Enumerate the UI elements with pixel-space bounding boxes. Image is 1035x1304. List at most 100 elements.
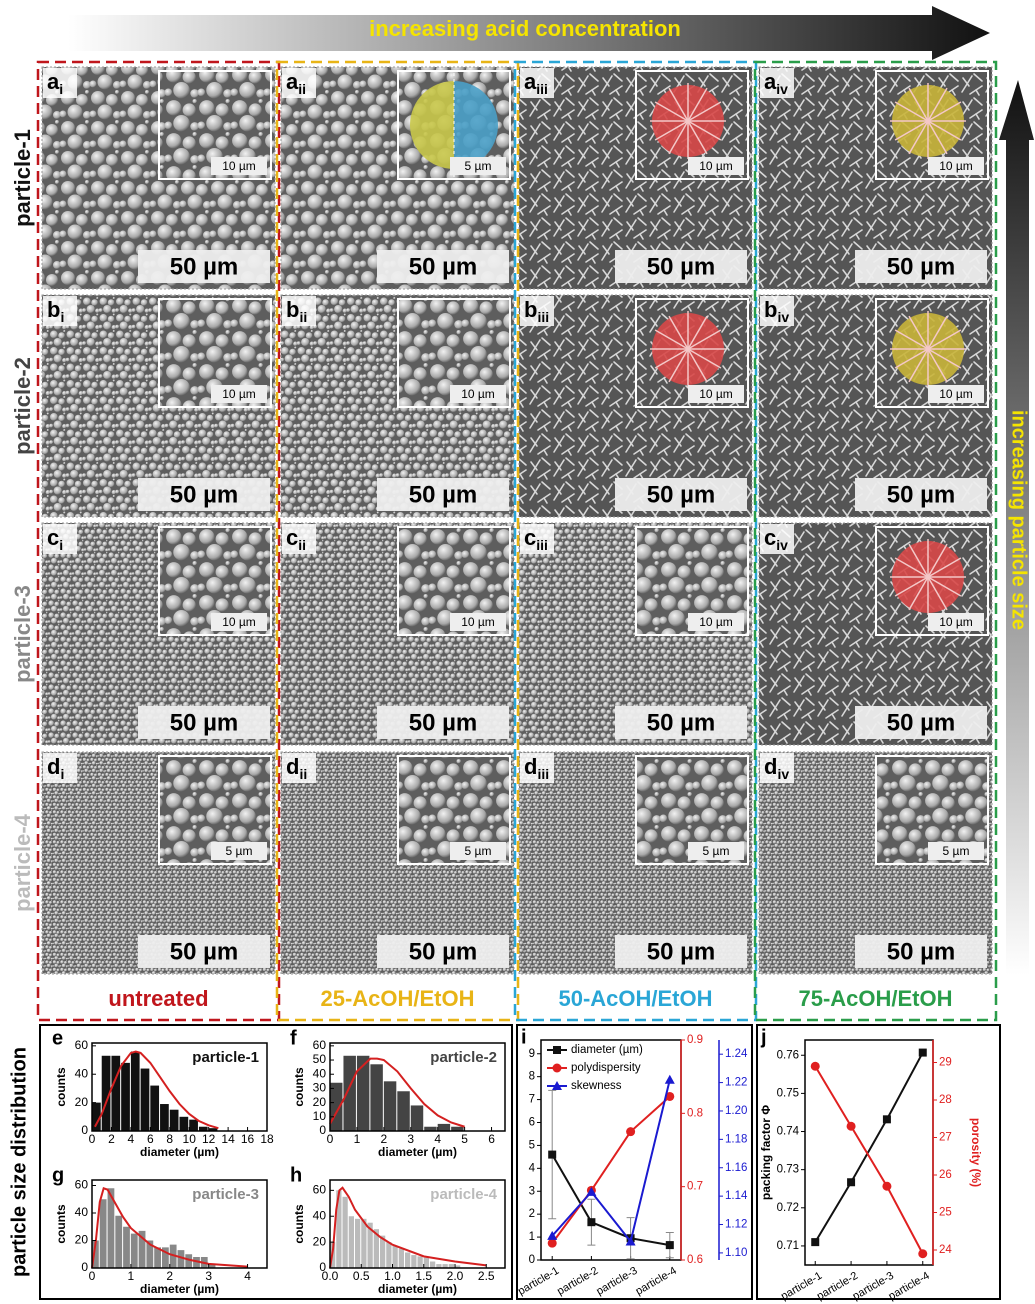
panel-subscript: ii: [298, 537, 306, 553]
x-tick-label: 6: [488, 1132, 495, 1146]
y-tick-label: 0.72: [777, 1202, 799, 1214]
y-tick-label: 40: [75, 1066, 89, 1080]
panel-subscript: i: [60, 766, 64, 782]
histogram-bar: [424, 1258, 429, 1268]
chart-title: particle-1: [192, 1049, 259, 1066]
x-tick-label: 6: [147, 1132, 154, 1146]
panel-subscript: ii: [298, 81, 306, 97]
inset-scale-label: 5 µm: [465, 844, 492, 858]
histogram-bar: [111, 1056, 120, 1131]
x-tick-label: 1: [354, 1132, 361, 1146]
scale-label: 50 µm: [647, 253, 716, 280]
panel-subscript: iii: [536, 537, 548, 553]
sem-panel: 5 µm50 µmdiii: [519, 752, 752, 974]
histogram-bar: [170, 1110, 179, 1131]
y-tick-label: 29: [939, 1057, 952, 1069]
histogram-bar: [343, 1197, 348, 1268]
panel-letter: a: [524, 69, 537, 94]
scale-label: 50 µm: [409, 253, 478, 280]
scale-label: 50 µm: [887, 253, 956, 280]
y-tick-label: 0.76: [777, 1049, 799, 1061]
inset-scale-label: 10 µm: [939, 387, 973, 401]
y-tick-label: 5: [529, 1139, 535, 1151]
y-tick-label: 3: [529, 1185, 535, 1197]
histogram-bar: [131, 1052, 140, 1131]
y-tick-label: 1.18: [725, 1133, 747, 1145]
panel-label: e: [52, 1027, 63, 1049]
data-point: [847, 1122, 856, 1131]
y-axis-label: counts: [54, 1204, 68, 1244]
panel-subscript: iv: [777, 766, 789, 782]
histogram-bar: [405, 1252, 410, 1268]
y-tick-label: 25: [939, 1207, 952, 1219]
x-tick-label: 8: [166, 1132, 173, 1146]
histogram-bar: [370, 1064, 382, 1131]
scale-label: 50 µm: [647, 709, 716, 736]
scale-label: 50 µm: [409, 709, 478, 736]
y-axis-label: counts: [54, 1067, 68, 1107]
column-label: untreated: [108, 986, 208, 1011]
x-tick-label: 2.5: [478, 1269, 495, 1283]
y-tick-label: 60: [75, 1178, 89, 1192]
y-tick-label: 30: [313, 1081, 327, 1095]
inset-scale-label: 10 µm: [461, 387, 495, 401]
y-tick-label: 40: [75, 1205, 89, 1219]
row-label: particle-3: [10, 585, 35, 683]
distribution-label: particle size distribution: [8, 1047, 30, 1277]
panel-subscript: iv: [776, 81, 788, 97]
histogram-bar: [384, 1081, 396, 1131]
y-tick-label: 24: [939, 1244, 952, 1256]
y-tick-label: 60: [313, 1183, 327, 1197]
data-point: [918, 1249, 927, 1258]
y-tick-label: 0: [81, 1260, 88, 1274]
y-tick-label: 20: [75, 1095, 89, 1109]
x-tick-label: 5: [461, 1132, 468, 1146]
series-line: [552, 1155, 670, 1246]
scale-label: 50 µm: [887, 709, 956, 736]
x-tick-label: 2: [108, 1132, 115, 1146]
histogram-bar: [180, 1117, 189, 1131]
histogram-bar: [141, 1069, 150, 1131]
panel-label: i: [521, 1026, 527, 1048]
x-tick-label: 18: [260, 1132, 274, 1146]
data-point: [587, 1218, 595, 1226]
panel-letter: d: [47, 754, 60, 779]
x-tick-label: 2: [381, 1132, 388, 1146]
panel-subscript: i: [59, 81, 63, 97]
panel-letter: b: [764, 297, 777, 322]
data-point: [847, 1178, 855, 1186]
inset-scale-label: 10 µm: [222, 387, 256, 401]
sem-panel: 10 µm50 µmbiv: [759, 295, 992, 517]
scale-label: 50 µm: [170, 253, 239, 280]
y-tick-label: 9: [529, 1048, 535, 1060]
scale-label: 50 µm: [170, 938, 239, 965]
y-tick-label: 26: [939, 1169, 952, 1181]
panel-letter: d: [524, 754, 537, 779]
y-tick-label: 40: [313, 1066, 327, 1080]
sem-panel: 10 µm50 µmbiii: [519, 295, 752, 517]
y-tick-label: 0: [81, 1123, 88, 1137]
y-tick-label: 8: [529, 1071, 535, 1083]
scale-label: 50 µm: [170, 481, 239, 508]
scale-label: 50 µm: [409, 481, 478, 508]
scale-label: 50 µm: [647, 481, 716, 508]
histogram-bar: [361, 1219, 366, 1268]
column-label: 50-AcOH/EtOH: [558, 986, 712, 1011]
series-line: [552, 1096, 670, 1243]
x-tick-label: 4: [434, 1132, 441, 1146]
panel-subscript: ii: [299, 766, 307, 782]
histogram-bar: [123, 1227, 130, 1268]
chart-title: particle-2: [430, 1049, 497, 1066]
x-tick-label: particle-3: [594, 1265, 639, 1298]
inset-scale-label: 5 µm: [943, 844, 970, 858]
legend-label: skewness: [571, 1080, 622, 1092]
column-label: 25-AcOH/EtOH: [320, 986, 474, 1011]
y-tick-label: 20: [313, 1234, 327, 1248]
row-label: particle-4: [10, 813, 35, 912]
histogram-bar: [189, 1120, 198, 1131]
y-tick-label: 4: [529, 1162, 536, 1174]
y-tick-label: 0.73: [777, 1164, 799, 1176]
panel-letter: c: [764, 525, 776, 550]
y-tick-label: 0.9: [687, 1034, 703, 1046]
sem-panel: 10 µm50 µmci: [42, 523, 275, 745]
